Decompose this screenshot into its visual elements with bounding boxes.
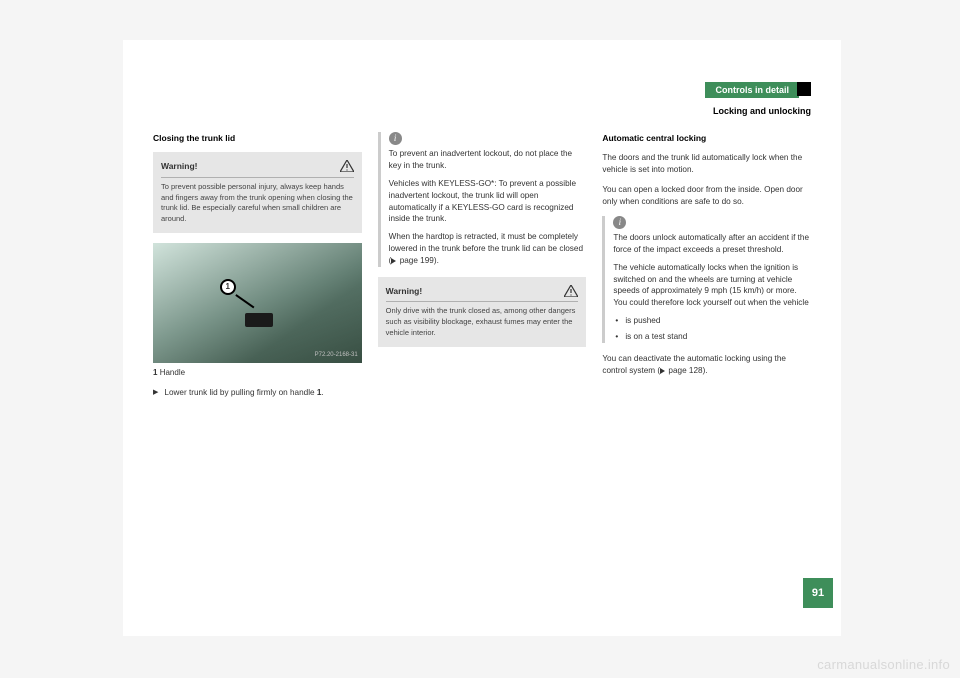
column-1: Closing the trunk lid Warning! To preven… bbox=[153, 132, 362, 405]
column-2: i To prevent an inadvertent lockout, do … bbox=[378, 132, 587, 405]
warning-body: Only drive with the trunk closed as, amo… bbox=[386, 306, 579, 339]
action-text: Lower trunk lid by pulling firmly on han… bbox=[164, 387, 323, 399]
watermark: carmanualsonline.info bbox=[817, 657, 950, 672]
col3-p3: You can deactivate the automatic locking… bbox=[602, 353, 811, 377]
action-triangle-icon: ▶ bbox=[153, 387, 158, 399]
info2-list: is pushed is on a test stand bbox=[613, 315, 811, 343]
info-box-1: i To prevent an inadvertent lockout, do … bbox=[378, 132, 587, 267]
image-caption: 1 Handle bbox=[153, 367, 362, 379]
manual-page: Controls in detail Locking and unlocking… bbox=[123, 40, 841, 636]
info2-p2: The vehicle automatically locks when the… bbox=[613, 262, 811, 310]
col3-p2: You can open a locked door from the insi… bbox=[602, 184, 811, 208]
info-p3: When the hardtop is retracted, it must b… bbox=[389, 231, 587, 267]
warning-header: Warning! bbox=[386, 285, 579, 302]
info-box-2: i The doors unlock automatically after a… bbox=[602, 216, 811, 343]
warning-title: Warning! bbox=[161, 160, 198, 172]
col3-p1: The doors and the trunk lid automaticall… bbox=[602, 152, 811, 176]
warning-box-1: Warning! To prevent possible personal in… bbox=[153, 152, 362, 233]
list-item: is pushed bbox=[615, 315, 811, 327]
trunk-lid-image: 1 P72.20-2168-31 bbox=[153, 243, 362, 363]
page-header: Controls in detail bbox=[153, 80, 811, 98]
info-p1: To prevent an inadvertent lockout, do no… bbox=[389, 148, 587, 172]
warning-box-2: Warning! Only drive with the trunk close… bbox=[378, 277, 587, 347]
caption-number: 1 bbox=[153, 368, 157, 377]
section-title: Locking and unlocking bbox=[153, 106, 811, 116]
image-code: P72.20-2168-31 bbox=[315, 351, 358, 360]
col3-heading: Automatic central locking bbox=[602, 132, 811, 144]
col1-heading: Closing the trunk lid bbox=[153, 132, 362, 144]
content-columns: Closing the trunk lid Warning! To preven… bbox=[153, 132, 811, 405]
column-3: Automatic central locking The doors and … bbox=[602, 132, 811, 405]
warning-header: Warning! bbox=[161, 160, 354, 177]
header-marker bbox=[797, 82, 811, 96]
info-icon: i bbox=[389, 132, 402, 145]
callout-line bbox=[236, 294, 255, 308]
page-number: 91 bbox=[803, 578, 833, 608]
caption-text: Handle bbox=[160, 368, 185, 377]
info2-p1: The doors unlock automatically after an … bbox=[613, 232, 811, 256]
xref-triangle-icon bbox=[391, 258, 396, 264]
list-item: is on a test stand bbox=[615, 331, 811, 343]
trunk-handle-graphic bbox=[245, 313, 273, 327]
action-step: ▶ Lower trunk lid by pulling firmly on h… bbox=[153, 387, 362, 399]
chapter-title: Controls in detail bbox=[705, 82, 799, 98]
xref-triangle-icon bbox=[660, 368, 665, 374]
callout-number-ring: 1 bbox=[220, 279, 236, 295]
info-icon: i bbox=[613, 216, 626, 229]
warning-triangle-icon bbox=[564, 285, 578, 297]
warning-body: To prevent possible personal injury, alw… bbox=[161, 182, 354, 226]
warning-title: Warning! bbox=[386, 285, 423, 297]
info-p2: Vehicles with KEYLESS-GO*: To prevent a … bbox=[389, 178, 587, 226]
warning-triangle-icon bbox=[340, 160, 354, 172]
